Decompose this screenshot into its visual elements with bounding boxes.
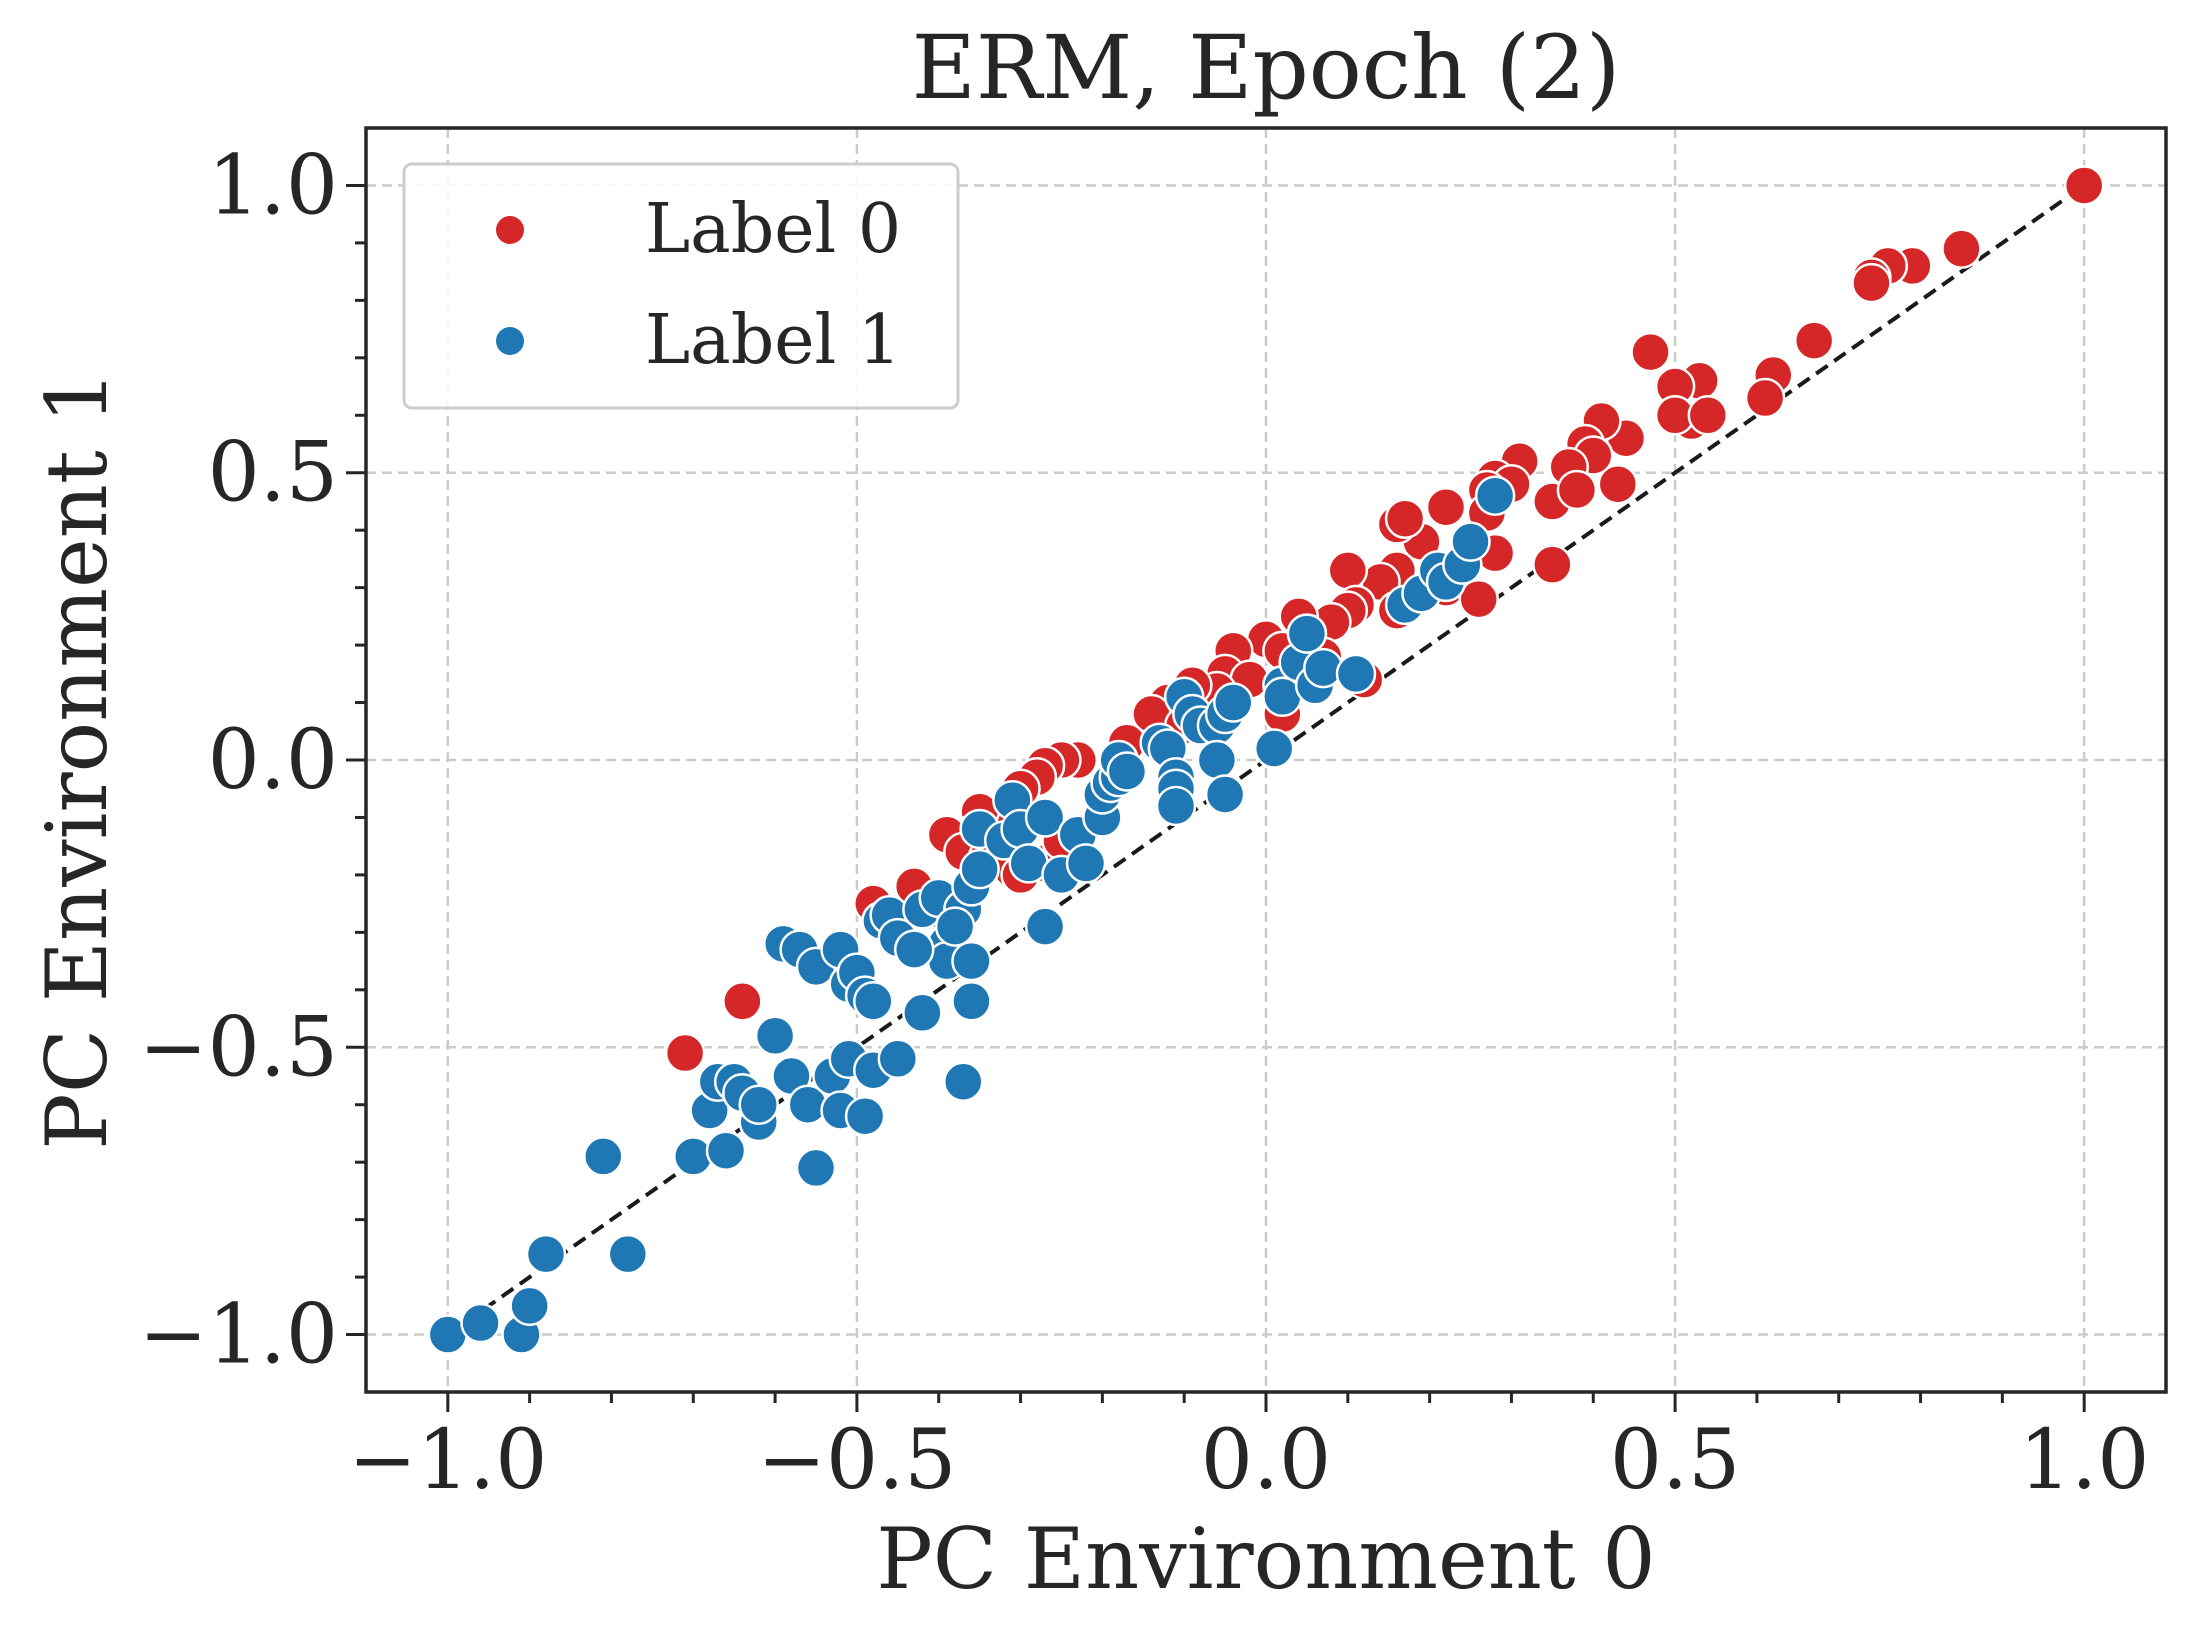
data-point-label-1 (1204, 774, 1246, 815)
data-point-label-0 (1793, 320, 1835, 361)
x-tick-labels: −1.0 −0.5 0.0 0.5 1.0 (348, 1413, 2149, 1508)
data-point-label-0 (1687, 395, 1729, 436)
data-point-label-0 (1630, 331, 1671, 373)
y-tick-label: −1.0 (139, 1288, 338, 1383)
data-point-label-1 (673, 1136, 714, 1177)
data-point-label-1 (1024, 797, 1066, 838)
data-point-label-0 (1941, 228, 1982, 269)
legend-entry-label-1: Label 1 (645, 301, 901, 380)
data-point-label-0 (664, 1032, 706, 1074)
y-tick-label: −0.5 (139, 1000, 338, 1095)
data-point-label-1 (1253, 728, 1295, 769)
data-point-label-1 (893, 929, 935, 970)
data-point-label-1 (1474, 475, 1516, 516)
y-tick-label: 1.0 (208, 138, 338, 233)
y-tick-labels: −1.0 −0.5 0.0 0.5 1.0 (139, 138, 338, 1382)
legend-marker-label-0 (496, 216, 524, 244)
data-point-label-0 (1851, 262, 1892, 304)
data-point-label-1 (1213, 682, 1254, 723)
data-point-label-1 (1155, 785, 1197, 827)
data-point-label-1 (1303, 647, 1344, 689)
data-point-label-0 (1597, 463, 1639, 505)
data-points (427, 165, 2105, 1355)
data-point-label-1 (607, 1233, 649, 1275)
data-point-label-0 (722, 981, 763, 1022)
data-point-label-1 (754, 1015, 796, 1057)
data-point-label-1 (1286, 613, 1328, 654)
data-point-label-0 (1425, 486, 1467, 528)
x-tick-label: 0.0 (1201, 1413, 1331, 1508)
y-tick-label: 0.5 (208, 426, 338, 521)
data-point-label-1 (844, 1095, 886, 1137)
data-point-label-1 (795, 1147, 837, 1189)
data-point-label-1 (525, 1233, 567, 1275)
data-point-label-1 (1450, 521, 1491, 562)
x-axis-label: PC Environment 0 (876, 1510, 1655, 1608)
data-point-label-1 (959, 848, 1000, 890)
x-tick-label: −1.0 (348, 1413, 547, 1508)
data-point-label-1 (705, 1130, 747, 1171)
data-point-label-1 (1196, 739, 1238, 781)
data-point-label-1 (877, 1038, 919, 1080)
data-point-label-1 (1335, 653, 1377, 695)
y-axis-label: PC Environment 1 (28, 370, 126, 1149)
legend-box (402, 162, 960, 410)
legend-marker-label-1 (496, 327, 524, 355)
data-point-label-1 (853, 981, 894, 1022)
data-point-label-0 (1744, 377, 1786, 419)
data-point-label-1 (1106, 751, 1148, 792)
data-point-label-1 (509, 1285, 550, 1327)
data-point-label-1 (951, 940, 992, 982)
data-point-label-1 (738, 1084, 779, 1125)
x-tick-label: 1.0 (2019, 1413, 2149, 1508)
axis-ticks (346, 183, 2086, 1412)
chart-title: ERM, Epoch (2) (912, 16, 1621, 119)
data-point-label-0 (1327, 550, 1369, 591)
legend-entry-label-0: Label 0 (645, 190, 901, 269)
series-label-1 (427, 475, 1516, 1355)
x-tick-label: 0.5 (1610, 1413, 1740, 1508)
data-point-label-1 (460, 1302, 501, 1344)
data-point-label-1 (951, 981, 992, 1022)
x-tick-label: −0.5 (757, 1413, 956, 1508)
data-point-label-1 (1024, 906, 1066, 947)
legend: Label 0 Label 1 (402, 162, 960, 410)
data-point-label-0 (1556, 469, 1598, 511)
data-point-label-0 (1458, 578, 1499, 620)
data-point-label-1 (902, 992, 943, 1034)
y-tick-label: 0.0 (208, 713, 338, 808)
data-point-label-1 (1065, 843, 1107, 884)
data-point-label-0 (1532, 544, 1573, 585)
data-point-label-1 (934, 906, 976, 947)
data-point-label-0 (2063, 165, 2105, 206)
data-point-label-0 (1384, 498, 1426, 539)
data-point-label-1 (583, 1136, 624, 1177)
data-point-label-1 (943, 1061, 984, 1102)
